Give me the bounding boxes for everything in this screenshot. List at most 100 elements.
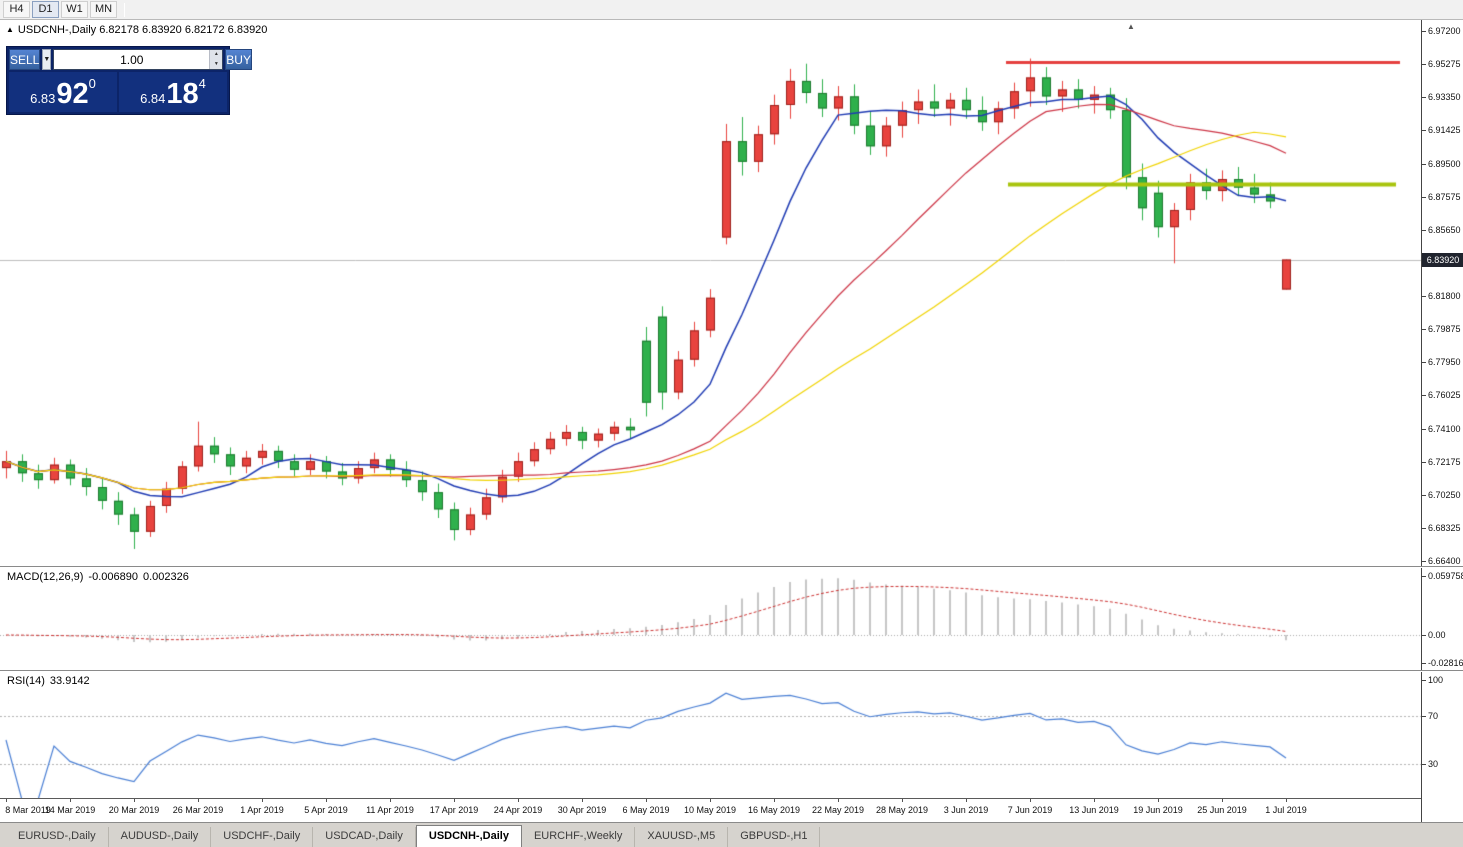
buy-button[interactable]: BUY <box>225 49 252 70</box>
volume-stepper: ▲ ▼ <box>209 50 223 69</box>
price-tick-label: 6.87575 <box>1428 192 1461 202</box>
sell-price-button[interactable]: 6.83 92 0 <box>9 72 117 112</box>
price-tick-label: 6.68325 <box>1428 523 1461 533</box>
time-axis-label: 24 Apr 2019 <box>493 805 543 815</box>
time-tick <box>582 799 583 802</box>
buy-price-base: 6.84 <box>140 91 166 106</box>
price-tick-label: 6.77950 <box>1428 357 1461 367</box>
price-tick <box>1422 329 1426 330</box>
rsi-panel-splitter[interactable] <box>0 670 1463 672</box>
one-click-trading-panel: SELL ▼ ▲ ▼ BUY 6.83 92 0 6.84 18 4 <box>6 46 252 115</box>
sell-price-frac: 0 <box>88 76 96 91</box>
macd-panel-splitter[interactable] <box>0 566 1463 568</box>
period-button-d1[interactable]: D1 <box>32 1 59 18</box>
price-tick <box>1422 197 1426 198</box>
price-tick-label: 6.89500 <box>1428 159 1461 169</box>
price-tick-label: 6.72175 <box>1428 457 1461 467</box>
time-axis-label: 30 Apr 2019 <box>557 805 607 815</box>
time-tick <box>646 799 647 802</box>
price-tick <box>1422 164 1426 165</box>
rsi-name: RSI(14) <box>7 675 45 687</box>
price-tick-label: 6.76025 <box>1428 390 1461 400</box>
volume-input[interactable] <box>54 50 210 69</box>
rsi-tick-label: 70 <box>1428 711 1439 721</box>
toolbar-separator <box>124 2 125 17</box>
time-axis-label: 11 Apr 2019 <box>366 805 414 815</box>
time-axis-label: 17 Apr 2019 <box>429 805 479 815</box>
time-axis-label: 5 Apr 2019 <box>304 805 348 815</box>
time-tick <box>710 799 711 802</box>
price-tick <box>1422 495 1426 496</box>
current-price-badge: 6.83920 <box>1422 253 1463 267</box>
sell-button[interactable]: SELL <box>9 49 41 70</box>
price-tick <box>1422 462 1426 463</box>
chart-shift-marker-icon[interactable]: ▲ <box>1127 22 1135 31</box>
rsi-tick-label: 30 <box>1428 759 1439 769</box>
price-tick <box>1422 561 1426 562</box>
macd-panel-canvas[interactable] <box>0 568 1421 670</box>
period-button-h4[interactable]: H4 <box>3 1 30 18</box>
price-tick-label: 6.91425 <box>1428 125 1461 135</box>
rsi-tick-label: 100 <box>1428 675 1444 685</box>
period-button-mn[interactable]: MN <box>90 1 117 18</box>
period-button-w1[interactable]: W1 <box>61 1 88 18</box>
time-axis-label: 1 Apr 2019 <box>240 805 284 815</box>
macd-tick <box>1422 576 1426 577</box>
time-axis-label: 19 Jun 2019 <box>1133 805 1183 815</box>
time-axis-label: 25 Jun 2019 <box>1197 805 1247 815</box>
tab-xauusd-m5[interactable]: XAUUSD-,M5 <box>635 827 729 847</box>
buy-price-button[interactable]: 6.84 18 4 <box>119 72 227 112</box>
time-tick <box>1158 799 1159 802</box>
time-tick <box>390 799 391 802</box>
time-axis[interactable]: 8 Mar 2019 14 Mar 2019 20 Mar 2019 26 Mar 2… <box>0 798 1421 822</box>
time-axis-label: 20 Mar 2019 <box>108 805 160 815</box>
time-tick <box>6 799 7 802</box>
buy-price-frac: 4 <box>198 76 206 91</box>
price-tick-label: 6.79875 <box>1428 324 1461 334</box>
time-axis-label: 10 May 2019 <box>683 805 737 815</box>
time-axis-label: 6 May 2019 <box>622 805 670 815</box>
main-chart-canvas[interactable] <box>0 20 1421 566</box>
time-axis-label: 28 May 2019 <box>875 805 929 815</box>
macd-label: MACD(12,26,9) -0.006890 0.002326 <box>7 571 194 583</box>
price-tick-label: 6.93350 <box>1428 92 1461 102</box>
price-tick-label: 6.85650 <box>1428 225 1461 235</box>
volume-decrease-button[interactable]: ▼ <box>209 59 223 69</box>
buy-price-pips: 18 <box>166 78 199 110</box>
time-tick <box>838 799 839 802</box>
time-axis-label: 26 Mar 2019 <box>172 805 224 815</box>
price-axis[interactable]: 6.83920 6.97200 6.95275 6.93350 6.91425 6.89… <box>1421 20 1463 822</box>
price-tick-label: 6.66400 <box>1428 556 1461 566</box>
time-axis-label: 1 Jul 2019 <box>1265 805 1307 815</box>
time-axis-label: 8 Mar 2019 <box>5 805 51 815</box>
macd-tick-label: -0.02816 <box>1428 658 1463 668</box>
price-tick <box>1422 296 1426 297</box>
time-axis-label: 13 Jun 2019 <box>1069 805 1119 815</box>
time-tick <box>774 799 775 802</box>
price-tick <box>1422 429 1426 430</box>
tab-audusd-daily[interactable]: AUDUSD-,Daily <box>109 827 212 847</box>
sell-price-pips: 92 <box>56 78 89 110</box>
one-click-toggle-icon[interactable]: ▲ <box>6 25 14 34</box>
time-tick <box>326 799 327 802</box>
macd-name: MACD(12,26,9) <box>7 571 84 583</box>
tab-usdchf-daily[interactable]: USDCHF-,Daily <box>211 827 314 847</box>
tab-gbpusd-h1[interactable]: GBPUSD-,H1 <box>728 827 821 847</box>
tab-eurusd-daily[interactable]: EURUSD-,Daily <box>6 827 109 847</box>
rsi-value: 33.9142 <box>49 675 90 687</box>
time-tick <box>518 799 519 802</box>
volume-increase-button[interactable]: ▲ <box>209 50 223 60</box>
price-tick-label: 6.81800 <box>1428 291 1461 301</box>
tab-eurchf-weekly[interactable]: EURCHF-,Weekly <box>522 827 636 847</box>
tab-usdcad-daily[interactable]: USDCAD-,Daily <box>313 827 416 847</box>
volume-field-wrap: ▲ ▼ <box>53 49 224 70</box>
price-tick <box>1422 230 1426 231</box>
chart-window: 8 Mar 2019 14 Mar 2019 20 Mar 2019 26 Mar 2… <box>0 20 1463 822</box>
volume-dropdown-button[interactable]: ▼ <box>42 49 52 70</box>
rsi-panel-canvas[interactable] <box>0 672 1421 798</box>
time-tick <box>1222 799 1223 802</box>
time-axis-label: 16 May 2019 <box>747 805 801 815</box>
tab-usdcnh-daily[interactable]: USDCNH-,Daily <box>415 825 522 847</box>
macd-tick <box>1422 663 1426 664</box>
